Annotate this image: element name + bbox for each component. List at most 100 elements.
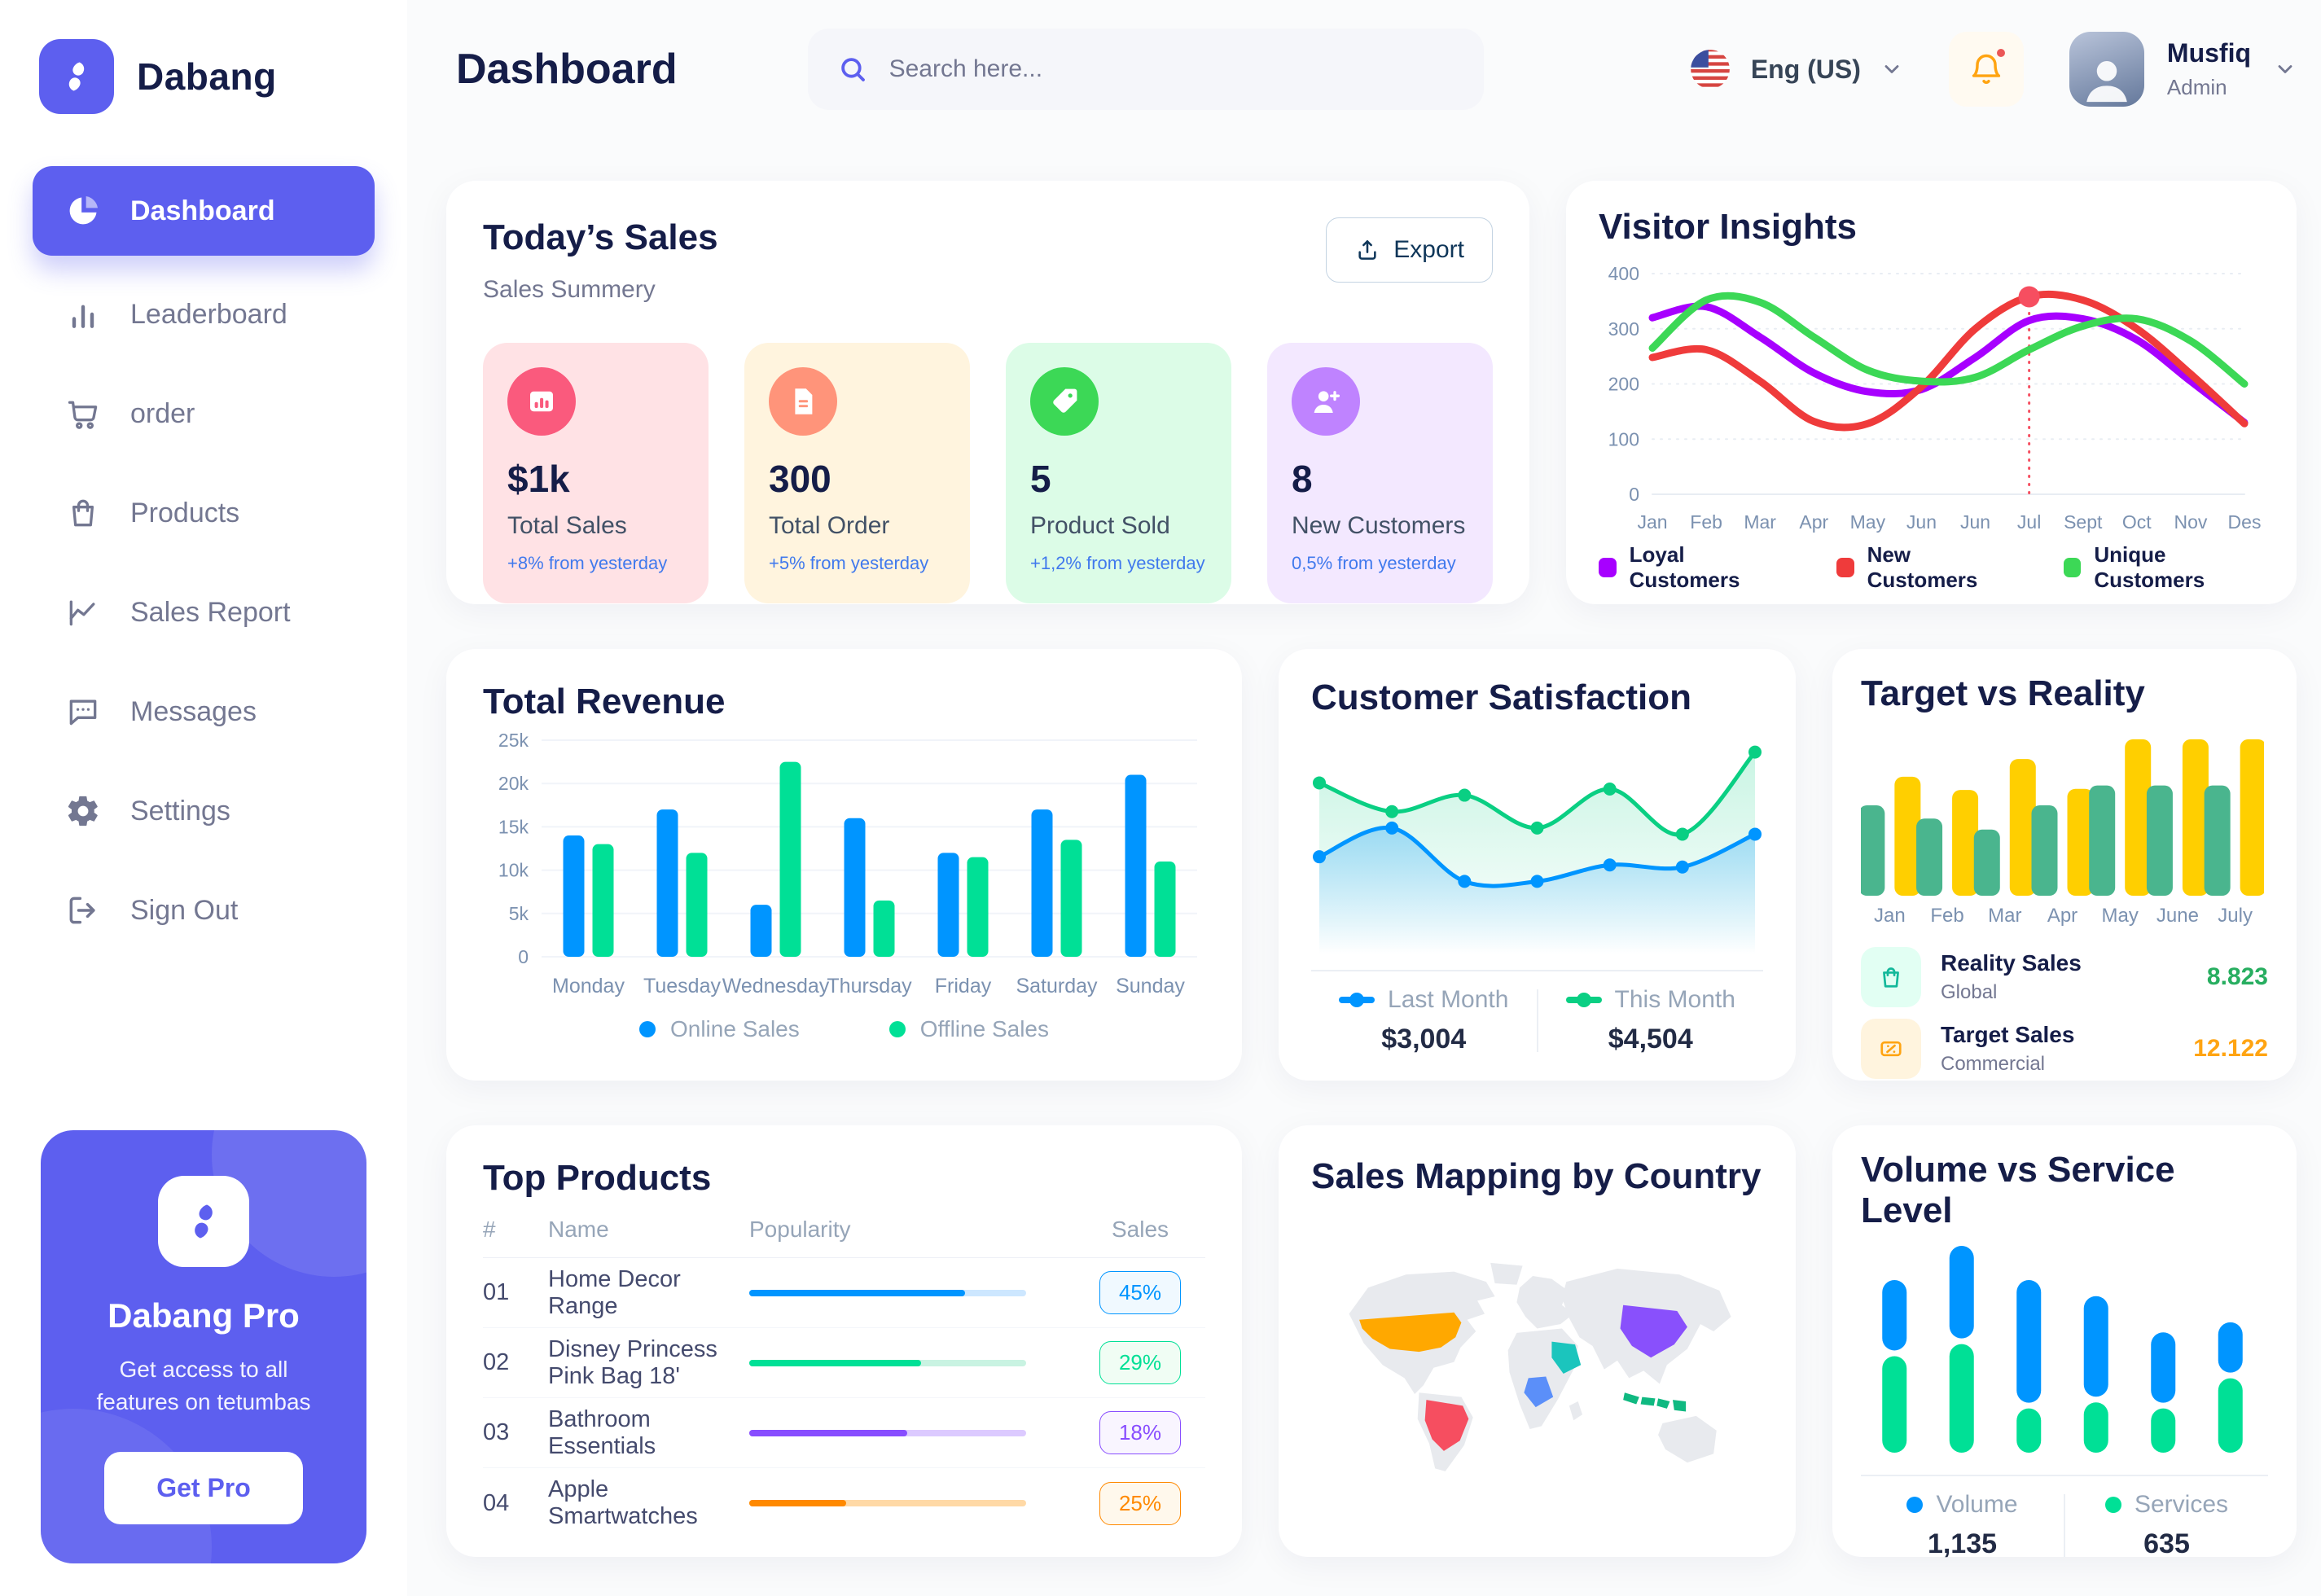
svg-text:Feb: Feb — [1690, 511, 1722, 533]
legend-services: Services 635 — [2065, 1491, 2268, 1560]
target-sales-sublabel: Commercial — [1941, 1053, 2046, 1075]
user-card-icon — [1292, 367, 1360, 436]
target-vs-reality-card: Target vs Reality Jan Feb Mar Apr May June Jul… — [1832, 649, 2297, 1081]
shopping-bag-icon — [1861, 947, 1921, 1007]
row-2: Total Revenue 0 5k 10k 15k 20k 25k Monday Tuesd… — [446, 649, 2297, 1081]
svg-text:Feb: Feb — [1930, 905, 1963, 927]
todays-sales-heading: Today’s Sales Sales Summery — [483, 217, 718, 304]
product-name: Apple Smartwatches — [548, 1476, 698, 1529]
reality-sales-label: Reality Sales — [1941, 950, 2082, 976]
target-vs-reality-chart: Jan Feb Mar Apr May June July — [1858, 722, 2268, 934]
product-popularity — [749, 1500, 1075, 1506]
svg-text:Jun: Jun — [1906, 511, 1937, 533]
product-row-04: 04 Apple Smartwatches 25% — [483, 1468, 1205, 1538]
svg-text:Friday: Friday — [935, 975, 992, 998]
stat-value: 300 — [769, 458, 831, 500]
main-area: Dashboard Eng (US) — [407, 0, 2321, 1596]
svg-text:Oct: Oct — [2122, 511, 2152, 533]
country-brazil — [1424, 1400, 1469, 1451]
stat-delta: +8% from yesterday — [507, 553, 668, 573]
sales-map-title: Sales Mapping by Country — [1311, 1156, 1762, 1196]
stat-value: 8 — [1292, 458, 1313, 500]
sidebar-item-settings[interactable]: Settings — [33, 770, 375, 852]
bars-icon — [65, 296, 101, 332]
visitor-insights-title: Visitor Insights — [1599, 207, 1858, 247]
svg-text:400: 400 — [1608, 263, 1639, 284]
svg-text:300: 300 — [1608, 318, 1639, 340]
svg-text:Wednesday: Wednesday — [722, 975, 830, 998]
col-number: # — [483, 1217, 496, 1242]
profile-menu[interactable]: Musfiq Admin — [2069, 32, 2297, 107]
top-products-body: 01 Home Decor Range 45% 02 Disney Prince… — [483, 1258, 1205, 1538]
svg-text:May: May — [2102, 905, 2139, 927]
sales-badge: 18% — [1099, 1411, 1181, 1454]
gear-icon — [65, 793, 101, 829]
pro-title: Dabang Pro — [107, 1296, 300, 1335]
top-products-title: Top Products — [483, 1158, 712, 1198]
language-selector[interactable]: Eng (US) — [1689, 48, 1903, 90]
svg-text:Jul: Jul — [2017, 511, 2041, 533]
customer-satisfaction-card: Customer Satisfaction Last Month $3,004 — [1279, 649, 1796, 1081]
col-name: Name — [548, 1217, 609, 1242]
signout-icon — [65, 892, 101, 928]
country-united-states — [1359, 1312, 1462, 1353]
landmass-australia — [1658, 1415, 1717, 1463]
svg-text:Mar: Mar — [1988, 905, 2021, 927]
sidebar-item-leaderboard[interactable]: Leaderboard — [33, 274, 375, 355]
popularity-track — [749, 1429, 1026, 1436]
world-map — [1349, 1262, 1731, 1471]
divider — [1311, 970, 1763, 971]
svg-text:200: 200 — [1608, 374, 1639, 395]
sidebar-item-messages[interactable]: Messages — [33, 671, 375, 752]
target-sales-label: Target Sales — [1941, 1022, 2075, 1047]
svg-text:15k: 15k — [498, 816, 529, 837]
legend-label: Services — [2134, 1491, 2229, 1518]
sidebar-item-label: Dashboard — [130, 195, 275, 226]
stat-card-product-sold: 5 Product Sold +1,2% from yesterday — [1006, 343, 1231, 603]
sidebar-item-dashboard[interactable]: Dashboard — [33, 166, 375, 256]
product-popularity — [749, 1289, 1075, 1296]
row-1: Today’s Sales Sales Summery Export $1k T… — [446, 181, 2297, 604]
top-products-card: Top Products # Name Popularity Sales 01 … — [446, 1125, 1242, 1557]
offline-sales-dot — [888, 1021, 906, 1037]
col-popularity: Popularity — [749, 1217, 851, 1242]
pie-icon — [65, 193, 101, 229]
topbar-right: Eng (US) Musfiq Admin — [1689, 32, 2297, 107]
tag-card-icon — [1030, 367, 1099, 436]
svg-text:July: July — [2218, 905, 2253, 927]
legend-new-customers: New Customers — [1836, 542, 2012, 593]
reality-sales-sublabel: Global — [1941, 981, 1998, 1003]
brand: Dabang — [33, 39, 375, 114]
get-pro-button[interactable]: Get Pro — [104, 1452, 303, 1524]
sidebar-item-products[interactable]: Products — [33, 472, 375, 554]
product-row-03: 03 Bathroom Essentials 18% — [483, 1398, 1205, 1468]
sidebar-item-label: Products — [130, 497, 240, 528]
popularity-track — [749, 1359, 1026, 1366]
sidebar-item-sign-out[interactable]: Sign Out — [33, 870, 375, 951]
sales-badge: 25% — [1099, 1481, 1181, 1525]
volume-value: 1,135 — [1927, 1528, 1998, 1559]
todays-sales-title: Today’s Sales — [483, 217, 718, 257]
volume-service-title: Volume vs Service Level — [1861, 1150, 2175, 1230]
search-input[interactable] — [888, 55, 1454, 83]
sidebar-item-sales-report[interactable]: Sales Report — [33, 572, 375, 653]
svg-text:Tuesday: Tuesday — [643, 975, 721, 998]
legend-online-sales: Online Sales — [638, 1016, 800, 1042]
sidebar-item-order[interactable]: order — [33, 373, 375, 454]
stat-label: Product Sold — [1030, 512, 1170, 539]
product-sales: 18% — [1075, 1411, 1205, 1454]
online-sales-dot — [638, 1021, 656, 1037]
avatar — [2069, 32, 2144, 107]
file-card-icon — [769, 367, 837, 436]
chart-icon — [65, 594, 101, 630]
product-sales: 29% — [1075, 1341, 1205, 1384]
brand-name: Dabang — [137, 55, 277, 98]
notifications-button[interactable] — [1948, 32, 2024, 107]
search-bar[interactable] — [807, 28, 1484, 110]
export-button[interactable]: Export — [1326, 217, 1493, 283]
product-number: 02 — [483, 1349, 510, 1375]
country-saudi-arabia — [1551, 1341, 1582, 1374]
legend-label: Loyal Customers — [1629, 542, 1740, 592]
language-label: Eng (US) — [1750, 54, 1861, 84]
pro-subtitle: Get access to all features on tetumbas — [96, 1356, 311, 1415]
